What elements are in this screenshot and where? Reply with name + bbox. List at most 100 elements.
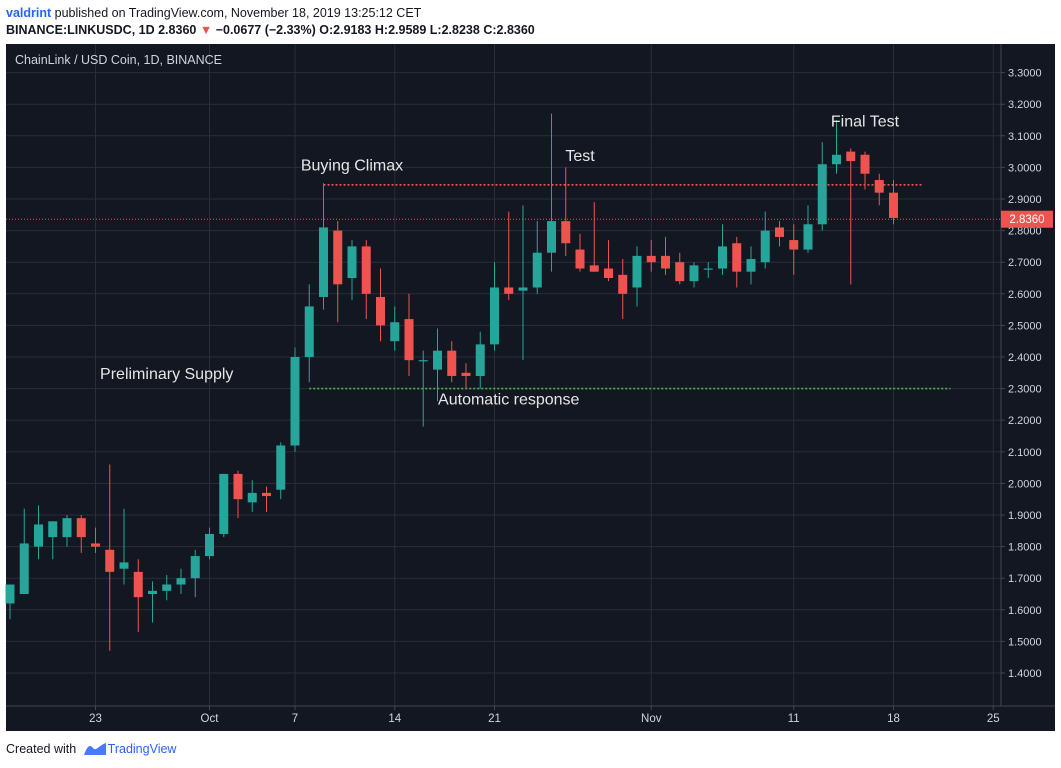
candle-body — [304, 306, 314, 357]
y-tick-label: 2.3000 — [1008, 384, 1042, 396]
candle — [76, 515, 86, 553]
candle-body — [504, 287, 514, 294]
candle — [319, 183, 328, 310]
x-tick-label: 23 — [89, 713, 102, 725]
time-axis: 23 Oct 7 14 21 Nov 11 18 25 — [89, 706, 1000, 725]
candle — [532, 221, 542, 294]
candle-body — [347, 246, 357, 278]
candle — [276, 442, 286, 500]
candle-body — [91, 543, 100, 547]
candle-body — [290, 357, 300, 446]
y-tick-label: 2.7000 — [1008, 257, 1042, 269]
candle — [732, 236, 742, 288]
candle — [504, 211, 514, 301]
candle-body — [846, 151, 856, 162]
candle — [19, 508, 29, 594]
candle — [5, 584, 15, 620]
candle-body — [176, 578, 186, 585]
low-label: L: — [429, 23, 442, 37]
candle-body — [333, 230, 343, 285]
candle — [475, 331, 485, 389]
candle-body — [874, 180, 884, 193]
y-tick-label: 3.1000 — [1008, 131, 1042, 143]
candle — [219, 473, 229, 538]
y-tick-label: 1.4000 — [1008, 668, 1042, 680]
candle-body — [418, 360, 428, 362]
candles — [5, 113, 898, 651]
candle — [490, 262, 499, 351]
candle-body — [789, 240, 799, 250]
candle — [703, 262, 713, 278]
y-tick-label: 2.0000 — [1008, 478, 1042, 490]
author-link[interactable]: valdrint — [6, 6, 52, 20]
y-tick-label: 1.8000 — [1008, 542, 1042, 554]
candle — [661, 236, 670, 275]
candle — [832, 120, 841, 174]
candle — [575, 233, 585, 272]
candle — [34, 505, 43, 560]
candle — [376, 268, 385, 342]
annotation-label: Buying Climax — [301, 158, 403, 175]
candle — [846, 148, 856, 285]
candle-body — [247, 492, 257, 503]
high-value: 2.9589 — [388, 23, 427, 37]
candle-body — [775, 227, 784, 237]
candle-body — [604, 268, 613, 278]
candle — [404, 293, 414, 376]
x-tick-label: 18 — [887, 713, 900, 725]
candle-body — [390, 322, 400, 342]
candle — [760, 211, 770, 269]
x-tick-label: 11 — [788, 713, 800, 725]
annotation-label: Automatic response — [438, 391, 580, 408]
candle-body — [561, 221, 571, 244]
candle-body — [832, 154, 841, 165]
candle — [190, 549, 200, 598]
close-value: 2.8360 — [496, 23, 535, 37]
candle-body — [148, 590, 157, 594]
candle-body — [133, 571, 143, 598]
candle — [874, 173, 884, 206]
publish-line: valdrint published on TradingView.com, N… — [6, 6, 421, 20]
change-label: −0.0677 (−2.33%) — [215, 23, 316, 37]
symbol-label: BINANCE:LINKUSDC, 1D — [6, 23, 155, 37]
x-tick-label: Nov — [641, 713, 662, 725]
candle-body — [646, 255, 656, 263]
y-tick-label: 2.9000 — [1008, 194, 1042, 206]
candle-body — [105, 549, 115, 572]
candle — [889, 180, 898, 225]
tradingview-brand-link[interactable]: TradingView — [107, 742, 177, 756]
candle — [604, 240, 613, 282]
candle — [618, 259, 628, 320]
x-tick-label: 7 — [292, 713, 298, 725]
open-label: O: — [319, 23, 334, 37]
y-tick-label: 3.0000 — [1008, 162, 1042, 174]
candle-body — [361, 246, 371, 294]
candle-body — [547, 221, 556, 253]
candle — [775, 221, 784, 247]
y-tick-label: 3.3000 — [1008, 68, 1042, 80]
candle-body — [575, 249, 585, 269]
footer: Created with TradingView — [6, 742, 176, 756]
candle-body — [276, 445, 286, 490]
candle-body — [746, 259, 756, 272]
candle-body — [376, 296, 385, 326]
candle — [860, 151, 870, 190]
candle-body — [76, 518, 86, 538]
y-tick-label: 1.9000 — [1008, 510, 1042, 522]
candle-body — [760, 230, 770, 263]
candle — [461, 363, 471, 389]
candle — [162, 575, 172, 601]
open-value: 2.9183 — [333, 23, 372, 37]
y-tick-label: 2.6000 — [1008, 289, 1042, 301]
candle — [718, 224, 727, 275]
candle — [262, 486, 271, 512]
y-tick-label: 2.4000 — [1008, 352, 1042, 364]
candle — [247, 480, 257, 512]
chart-title: ChainLink / USD Coin, 1D, BINANCE — [15, 53, 222, 67]
candle — [62, 515, 72, 547]
candle-body — [34, 524, 43, 547]
y-tick-label: 1.6000 — [1008, 605, 1042, 617]
candle — [290, 347, 300, 452]
candle — [205, 527, 214, 560]
